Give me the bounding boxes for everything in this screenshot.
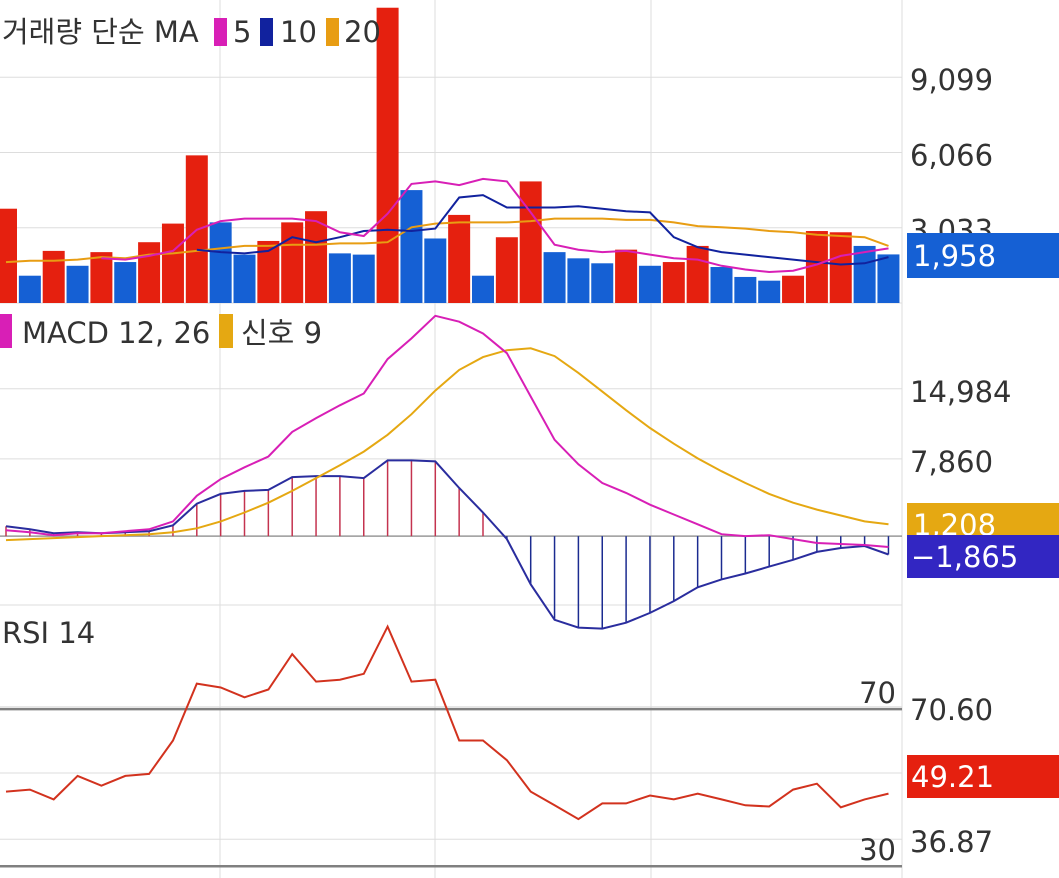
volume-badge-bg bbox=[907, 233, 1059, 278]
volume-bar bbox=[805, 231, 828, 303]
volume-bar bbox=[233, 254, 256, 303]
rsi-current-value: 49.21 bbox=[911, 760, 994, 794]
volume-bar bbox=[472, 275, 494, 303]
volume-tick-label: 9,099 bbox=[910, 63, 993, 97]
volume-bar bbox=[591, 263, 614, 303]
volume-bar bbox=[853, 245, 876, 303]
rsi-title: RSI 14 bbox=[2, 616, 95, 650]
macd-line bbox=[5, 314, 889, 548]
rsi-reference-lines: 70 30 bbox=[0, 676, 902, 868]
volume-bar bbox=[281, 222, 304, 303]
ma5-line bbox=[101, 177, 889, 274]
ma10-label: 10 bbox=[280, 15, 317, 49]
volume-bar bbox=[829, 232, 852, 303]
volume-bar bbox=[114, 262, 137, 303]
volume-bar bbox=[328, 253, 351, 303]
macd-current-badge: −1,865 bbox=[907, 535, 1059, 578]
volume-bar bbox=[161, 223, 184, 303]
volume-bar bbox=[758, 280, 781, 303]
volume-bar bbox=[615, 249, 638, 303]
ma20-label: 20 bbox=[344, 15, 381, 49]
rsi-line bbox=[5, 624, 889, 821]
volume-bar bbox=[638, 265, 661, 303]
macd-oscillator bbox=[5, 459, 890, 630]
signal-badge-bg bbox=[907, 503, 1059, 535]
volume-bar bbox=[424, 238, 447, 303]
volume-bar bbox=[352, 254, 375, 303]
macd-current-value: −1,865 bbox=[911, 540, 1018, 574]
volume-bar bbox=[877, 254, 900, 303]
volume-bar bbox=[782, 275, 805, 303]
rsi-current-badge: 49.21 bbox=[907, 755, 1059, 798]
volume-legend: 거래량 단순 MA 5 10 20 bbox=[2, 15, 381, 49]
volume-bar bbox=[543, 252, 566, 303]
rsi-badge-bg bbox=[907, 755, 1059, 798]
volume-title: 거래량 단순 MA bbox=[2, 15, 199, 49]
macd-osc-line bbox=[5, 459, 889, 630]
volume-bar bbox=[305, 211, 328, 303]
ma10-swatch bbox=[260, 18, 273, 46]
volume-bar bbox=[567, 258, 590, 303]
volume-bar bbox=[710, 267, 733, 303]
volume-bar bbox=[42, 250, 65, 303]
macd-legend: MACD 12, 26 신호 9 bbox=[0, 314, 322, 350]
macd-lines bbox=[5, 314, 889, 548]
ma5-swatch bbox=[214, 18, 227, 46]
ma5-label: 5 bbox=[233, 15, 251, 49]
rsi-line bbox=[5, 624, 889, 821]
rsi-tick-label: 70.60 bbox=[910, 693, 993, 727]
macd-badge-bg bbox=[907, 535, 1059, 578]
macd-swatch bbox=[0, 314, 12, 348]
volume-ma-lines bbox=[5, 177, 889, 274]
volume-bar bbox=[257, 240, 280, 303]
signal-title: 신호 9 bbox=[241, 316, 322, 350]
signal-swatch bbox=[219, 314, 233, 348]
volume-bar bbox=[18, 275, 41, 303]
grid-layer bbox=[0, 0, 903, 878]
rsi-tick-label: 36.87 bbox=[910, 825, 993, 859]
volume-bar bbox=[519, 181, 542, 303]
volume-bar bbox=[662, 262, 685, 303]
volume-current-badge: 1,958 bbox=[907, 233, 1059, 278]
ma10-line bbox=[196, 194, 889, 266]
volume-bar bbox=[734, 276, 757, 303]
volume-bar bbox=[90, 252, 113, 303]
volume-bar bbox=[138, 242, 161, 303]
volume-bar bbox=[495, 237, 518, 303]
volume-current-value: 1,958 bbox=[913, 239, 996, 273]
signal-line bbox=[5, 347, 889, 542]
volume-bar bbox=[0, 208, 17, 303]
ma20-swatch bbox=[326, 18, 339, 46]
volume-bar bbox=[66, 265, 89, 303]
volume-bars bbox=[0, 7, 900, 304]
macd-tick-label: 7,860 bbox=[910, 445, 993, 479]
volume-bar bbox=[376, 7, 399, 304]
rsi-ref-label: 70 bbox=[859, 676, 896, 710]
volume-bar bbox=[400, 190, 423, 303]
volume-tick-label: 6,066 bbox=[910, 138, 993, 172]
macd-title: MACD 12, 26 bbox=[22, 316, 210, 350]
macd-y-ticks: 14,984 7,860 bbox=[910, 375, 1011, 479]
volume-bar bbox=[448, 214, 471, 303]
rsi-ref-label: 30 bbox=[859, 833, 896, 867]
macd-tick-label: 14,984 bbox=[910, 375, 1011, 409]
volume-bar bbox=[686, 245, 709, 303]
volume-bar bbox=[209, 222, 232, 303]
